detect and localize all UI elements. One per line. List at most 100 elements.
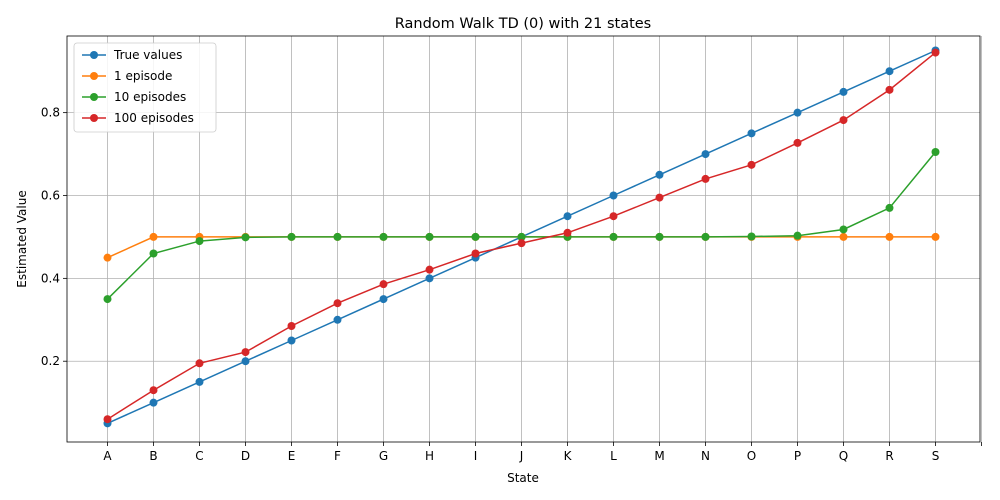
legend-item: 1 episode: [82, 69, 172, 83]
data-point: [885, 203, 894, 212]
legend-box: [73, 42, 217, 133]
legend-marker: [90, 72, 98, 80]
legend: True values 1 episode 10 episodes 100 episo…: [73, 42, 217, 133]
data-point: [793, 231, 802, 240]
data-point: [195, 237, 204, 246]
data-point: [149, 398, 158, 407]
data-point: [241, 357, 250, 366]
data-point: [609, 212, 618, 221]
data-point: [931, 232, 940, 241]
series-3: [103, 148, 940, 304]
legend-marker: [90, 114, 98, 122]
y-axis-ticks: 0.2 0.4 0.6 0.8: [41, 106, 67, 368]
data-point: [747, 232, 756, 241]
data-point: [931, 148, 940, 156]
data-point: [287, 336, 296, 345]
x-tick-label: E: [288, 449, 296, 463]
x-tick-label: D: [241, 449, 250, 463]
data-point: [241, 233, 250, 242]
data-point: [793, 108, 802, 117]
x-tick-label: A: [103, 449, 112, 463]
data-point: [103, 295, 112, 304]
data-point: [793, 138, 802, 147]
data-point: [379, 295, 388, 304]
data-point: [701, 174, 710, 183]
y-tick-label: 0.6: [41, 189, 60, 203]
data-point: [609, 232, 618, 241]
plot-frame: [66, 35, 981, 443]
x-tick-label: Q: [839, 449, 848, 463]
legend-label: True values: [113, 48, 182, 62]
x-tick-label: R: [885, 449, 893, 463]
x-tick-label: H: [425, 449, 434, 463]
data-point: [747, 160, 756, 169]
data-point: [839, 232, 848, 241]
x-tick-label: J: [519, 449, 524, 463]
data-point: [425, 274, 434, 283]
data-point: [149, 386, 158, 395]
data-point: [287, 322, 296, 330]
data-point: [655, 170, 664, 179]
data-point: [885, 232, 894, 241]
x-tick-label: P: [794, 449, 801, 463]
data-point: [425, 232, 434, 241]
data-point: [839, 225, 848, 234]
data-point: [655, 193, 664, 202]
data-point: [655, 232, 664, 241]
data-point: [379, 232, 388, 241]
data-point: [471, 249, 480, 258]
data-point: [609, 191, 618, 200]
data-point: [839, 116, 848, 125]
data-point: [149, 249, 158, 258]
data-point: [563, 228, 572, 237]
data-point: [333, 315, 342, 324]
data-point: [701, 150, 710, 159]
data-point: [471, 232, 480, 241]
x-tick-label: F: [334, 449, 341, 463]
series-group: [103, 46, 940, 428]
x-axis-label: State: [507, 471, 539, 485]
data-point: [517, 239, 526, 248]
y-tick-label: 0.8: [41, 106, 60, 120]
data-point: [425, 265, 434, 274]
legend-item: True values: [82, 48, 182, 62]
legend-label: 10 episodes: [114, 90, 186, 104]
data-point: [195, 377, 204, 386]
data-point: [379, 280, 388, 289]
legend-item: 100 episodes: [82, 111, 194, 125]
legend-label: 100 episodes: [114, 111, 194, 125]
data-point: [563, 212, 572, 221]
data-point: [885, 67, 894, 76]
x-tick-label: N: [701, 449, 710, 463]
data-point: [333, 232, 342, 241]
data-point: [747, 129, 756, 138]
legend-marker: [90, 51, 98, 59]
y-axis-label: Estimated Value: [15, 190, 29, 287]
x-tick-label: L: [610, 449, 617, 463]
data-point: [195, 359, 204, 368]
x-tick-label: K: [564, 449, 573, 463]
data-point: [241, 348, 250, 357]
data-point: [103, 415, 112, 424]
y-tick-label: 0.2: [41, 354, 60, 368]
chart-title: Random Walk TD (0) with 21 states: [395, 16, 651, 32]
series-4: [103, 48, 940, 424]
x-axis-ticks: A B C D E F G H I J K L M N O P Q R S: [103, 442, 982, 463]
data-point: [885, 85, 894, 94]
x-tick-label: C: [195, 449, 203, 463]
x-tick-label: B: [149, 449, 157, 463]
y-tick-label: 0.4: [41, 271, 60, 285]
legend-label: 1 episode: [114, 69, 172, 83]
x-tick-label: G: [379, 449, 388, 463]
data-point: [103, 253, 112, 262]
data-point: [517, 232, 526, 241]
x-tick-label: I: [474, 449, 478, 463]
data-point: [149, 232, 158, 241]
legend-marker: [90, 93, 98, 101]
data-point: [333, 299, 342, 308]
data-point: [931, 48, 940, 57]
x-tick-label: S: [932, 449, 940, 463]
data-point: [287, 232, 296, 241]
x-tick-label: M: [654, 449, 664, 463]
